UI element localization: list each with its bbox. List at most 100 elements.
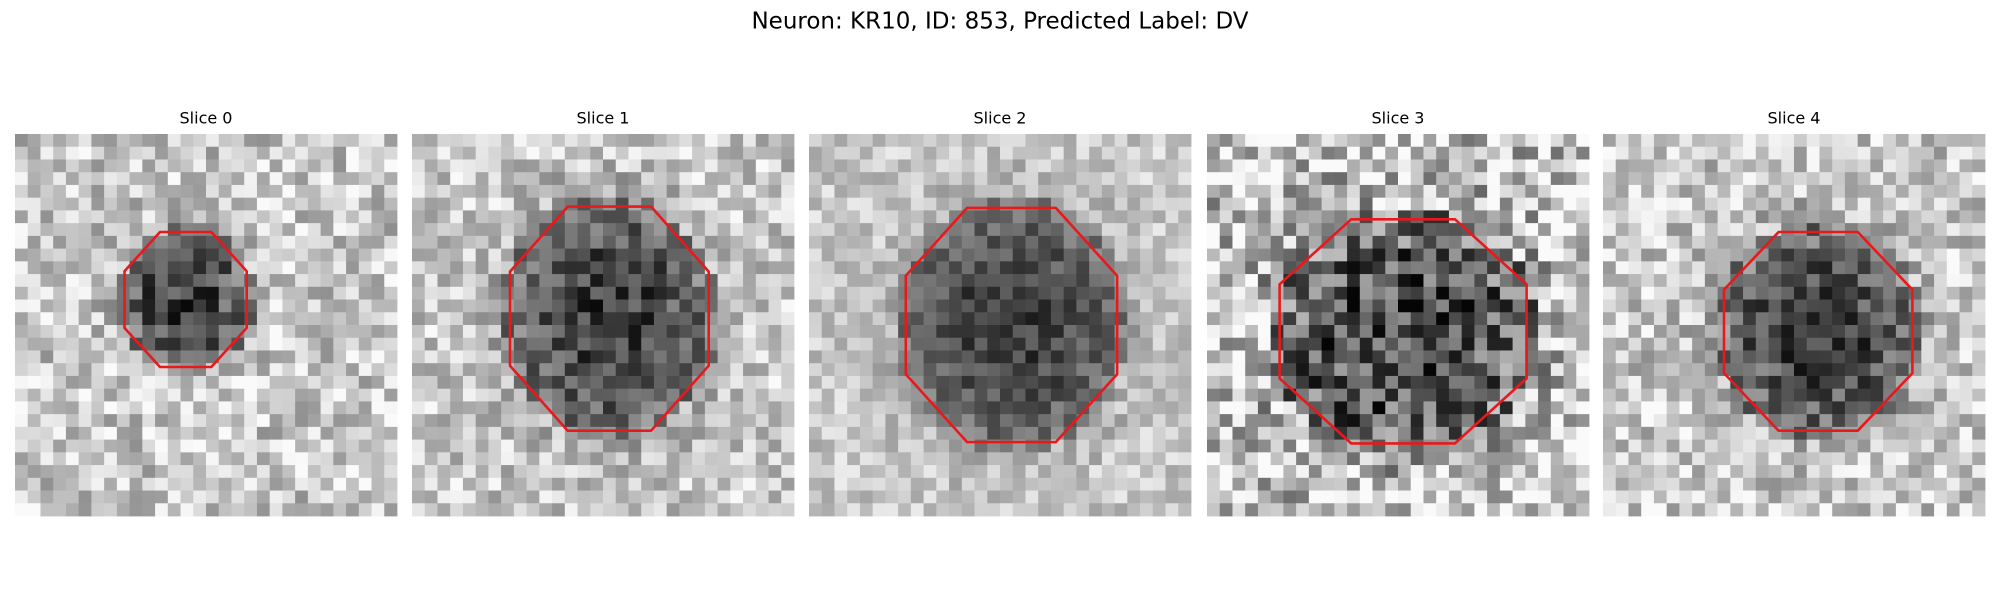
pixel <box>1615 465 1629 479</box>
pixel <box>1410 235 1424 249</box>
pixel <box>1308 184 1322 199</box>
pixel <box>1857 503 1871 517</box>
pixel <box>628 210 642 224</box>
pixel <box>847 414 861 428</box>
pixel <box>1152 452 1166 466</box>
pixel <box>1385 274 1399 288</box>
pixel <box>577 134 591 148</box>
pixel <box>78 172 92 186</box>
pixel <box>1641 146 1655 160</box>
pixel <box>167 414 181 428</box>
pixel <box>1563 223 1577 237</box>
pixel <box>1178 490 1192 504</box>
pixel <box>1140 375 1154 390</box>
pixel <box>1076 299 1090 313</box>
pixel <box>1283 248 1297 262</box>
pixel <box>1499 172 1513 186</box>
pixel <box>1895 388 1909 402</box>
pixel <box>1781 146 1795 160</box>
pixel <box>15 439 29 453</box>
pixel <box>1819 477 1833 491</box>
pixel <box>666 414 680 428</box>
pixel <box>1959 312 1973 326</box>
pixel <box>1321 350 1335 364</box>
pixel <box>1946 299 1960 313</box>
pixel <box>437 503 451 517</box>
pixel <box>346 325 360 339</box>
pixel <box>1717 414 1731 428</box>
pixel <box>282 134 296 148</box>
pixel <box>1050 452 1065 466</box>
pixel <box>1730 490 1744 504</box>
pixel <box>628 235 642 249</box>
pixel <box>1550 235 1564 249</box>
pixel <box>1844 312 1859 326</box>
pixel <box>295 261 309 275</box>
pixel <box>1101 248 1115 262</box>
pixel <box>1012 465 1026 479</box>
pixel <box>27 452 41 466</box>
pixel <box>717 184 731 199</box>
pixel <box>1140 312 1154 326</box>
pixel <box>1603 363 1617 377</box>
pixel <box>1959 426 1973 440</box>
pixel <box>692 414 706 428</box>
pixel <box>577 337 591 351</box>
pixel <box>1603 223 1617 237</box>
pixel <box>1870 426 1884 440</box>
pixel <box>218 503 232 517</box>
pixel <box>730 490 744 504</box>
pixel <box>1385 388 1399 402</box>
pixel <box>333 477 347 491</box>
pixel <box>885 235 899 249</box>
pixel <box>424 388 438 402</box>
pixel <box>1921 134 1935 148</box>
pixel <box>1487 452 1501 466</box>
pixel <box>488 388 502 402</box>
pixel <box>1781 401 1795 415</box>
pixel <box>116 388 130 402</box>
pixel <box>1972 197 1986 211</box>
pixel <box>1653 375 1668 390</box>
pixel <box>666 426 680 440</box>
pixel <box>1487 134 1501 148</box>
pixel <box>1038 312 1052 326</box>
pixel <box>1717 452 1731 466</box>
pixel <box>256 414 271 428</box>
pixel <box>1127 414 1141 428</box>
panel-title: Slice 4 <box>1768 109 1821 128</box>
pixel <box>91 363 105 377</box>
pixel <box>628 159 642 173</box>
pixel <box>53 312 67 326</box>
pixel <box>27 223 41 237</box>
pixel <box>450 375 464 390</box>
pixel <box>859 325 874 339</box>
pixel <box>320 223 334 237</box>
pixel <box>961 172 975 186</box>
pixel <box>1270 414 1284 428</box>
pixel <box>193 210 207 224</box>
pixel <box>384 184 398 199</box>
pixel <box>501 184 515 199</box>
pixel <box>333 210 347 224</box>
pixel <box>1615 146 1629 160</box>
pixel <box>231 146 245 160</box>
pixel <box>1127 325 1141 339</box>
pixel <box>1525 350 1539 364</box>
pixel <box>1959 248 1973 262</box>
pixel <box>1012 299 1026 313</box>
pixel <box>1679 439 1693 453</box>
pixel <box>1219 134 1233 148</box>
pixel <box>1372 388 1386 402</box>
pixel <box>358 350 372 364</box>
pixel <box>450 146 464 160</box>
pixel <box>603 452 617 466</box>
pixel <box>1717 274 1731 288</box>
pixel <box>834 223 848 237</box>
pixel <box>1972 452 1986 466</box>
pixel <box>1844 426 1859 440</box>
pixel <box>1870 197 1884 211</box>
pixel <box>1448 426 1463 440</box>
pixel <box>320 452 334 466</box>
pixel <box>282 439 296 453</box>
